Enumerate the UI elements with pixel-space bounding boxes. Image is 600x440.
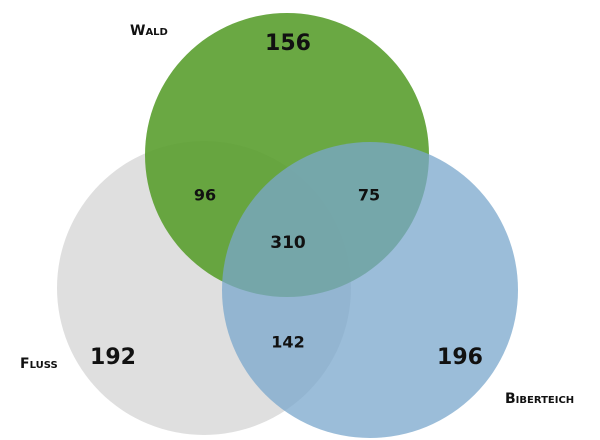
set-label: Fluss xyxy=(20,356,58,372)
set-label: Biberteich xyxy=(505,391,574,407)
region-value: 142 xyxy=(271,333,304,352)
region-value: 156 xyxy=(265,31,311,56)
region-value: 96 xyxy=(194,186,216,205)
region-value: 75 xyxy=(358,186,380,205)
set-label: Wald xyxy=(130,23,168,39)
region-value: 196 xyxy=(437,345,483,370)
set-circle xyxy=(222,142,518,438)
region-value: 310 xyxy=(270,233,306,253)
region-value: 192 xyxy=(90,345,136,370)
